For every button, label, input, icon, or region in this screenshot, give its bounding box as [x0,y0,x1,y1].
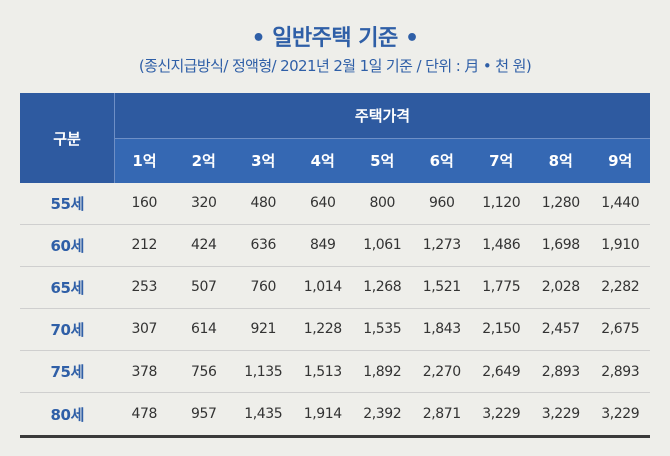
age-cell: 75세 [20,350,115,394]
table-row: 70세 307 614 921 1,228 1,535 1,843 2,150 2,457 2,6… [20,308,650,352]
table-row: 75세 378 756 1,135 1,513 1,892 2,270 2,649 2,893 2… [20,350,650,394]
table-body: 55세 160 320 480 640 800 960 1,120 1,280 1,440 60세 2… [20,183,650,438]
value-cell: 320 [174,183,234,225]
value-cell: 2,649 [471,350,531,394]
value-cell: 636 [233,224,293,267]
group-header: 주택가격 [354,106,411,125]
value-cell: 307 [114,308,174,352]
value-cell: 1,014 [293,266,353,309]
column-header: 2억 [174,137,234,183]
column-header: 6억 [412,137,472,183]
value-cell: 2,457 [531,308,591,352]
value-cell: 2,028 [531,266,591,309]
value-cell: 1,135 [233,350,293,394]
column-header: 5억 [352,137,412,183]
value-cell: 614 [174,308,234,352]
value-cell: 424 [174,224,234,267]
value-cell: 640 [293,183,353,225]
value-cell: 480 [233,183,293,225]
value-cell: 1,440 [590,183,650,225]
value-cell: 957 [174,392,234,438]
age-cell: 55세 [20,183,115,225]
value-cell: 1,486 [471,224,531,267]
value-cell: 3,229 [531,392,591,438]
value-cell: 1,535 [352,308,412,352]
value-cell: 2,392 [352,392,412,438]
value-cell: 2,150 [471,308,531,352]
table-row: 65세 253 507 760 1,014 1,268 1,521 1,775 2,028 2,2… [20,266,650,309]
value-cell: 1,910 [590,224,650,267]
value-cell: 1,698 [531,224,591,267]
value-cell: 2,871 [412,392,472,438]
value-cell: 760 [233,266,293,309]
column-header: 1억 [114,137,174,183]
column-header: 3억 [233,137,293,183]
pension-table: 구분 주택가격 1억 2억 3억 4억 5억 6억 7억 8억 9억 55세 160 320 480 6… [20,93,650,438]
value-cell: 1,273 [412,224,472,267]
age-cell: 60세 [20,224,115,267]
value-cell: 1,280 [531,183,591,225]
value-cell: 2,270 [412,350,472,394]
page-title: • 일반주택 기준 • [251,26,419,51]
value-cell: 1,268 [352,266,412,309]
value-cell: 253 [114,266,174,309]
age-cell: 65세 [20,266,115,309]
column-header: 9억 [590,137,650,183]
value-cell: 1,228 [293,308,353,352]
value-cell: 2,675 [590,308,650,352]
column-header: 7억 [471,137,531,183]
value-cell: 1,775 [471,266,531,309]
value-cell: 1,513 [293,350,353,394]
value-cell: 378 [114,350,174,394]
table-row: 55세 160 320 480 640 800 960 1,120 1,280 1,440 [20,183,650,225]
value-cell: 1,892 [352,350,412,394]
value-cell: 849 [293,224,353,267]
column-header: 4억 [293,137,353,183]
value-cell: 478 [114,392,174,438]
value-cell: 212 [114,224,174,267]
value-cell: 507 [174,266,234,309]
age-cell: 80세 [20,392,115,438]
value-cell: 756 [174,350,234,394]
page-subtitle: (종신지급방식/ 정액형/ 2021년 2월 1일 기준 / 단위 : 月 • … [138,57,532,75]
value-cell: 921 [233,308,293,352]
value-cell: 2,282 [590,266,650,309]
value-cell: 1,061 [352,224,412,267]
table-row: 80세 478 957 1,435 1,914 2,392 2,871 3,229 3,229 3… [20,392,650,438]
value-cell: 960 [412,183,472,225]
column-header-row: 1억 2억 3억 4억 5억 6억 7억 8억 9억 [20,137,650,183]
value-cell: 3,229 [590,392,650,438]
column-header: 8억 [531,137,591,183]
value-cell: 1,120 [471,183,531,225]
value-cell: 1,435 [233,392,293,438]
value-cell: 3,229 [471,392,531,438]
value-cell: 800 [352,183,412,225]
value-cell: 1,843 [412,308,472,352]
value-cell: 1,521 [412,266,472,309]
table-row: 60세 212 424 636 849 1,061 1,273 1,486 1,698 1,910 [20,224,650,267]
value-cell: 2,893 [590,350,650,394]
value-cell: 1,914 [293,392,353,438]
value-cell: 2,893 [531,350,591,394]
row-header: 구분 [20,93,115,183]
value-cell: 160 [114,183,174,225]
age-cell: 70세 [20,308,115,352]
